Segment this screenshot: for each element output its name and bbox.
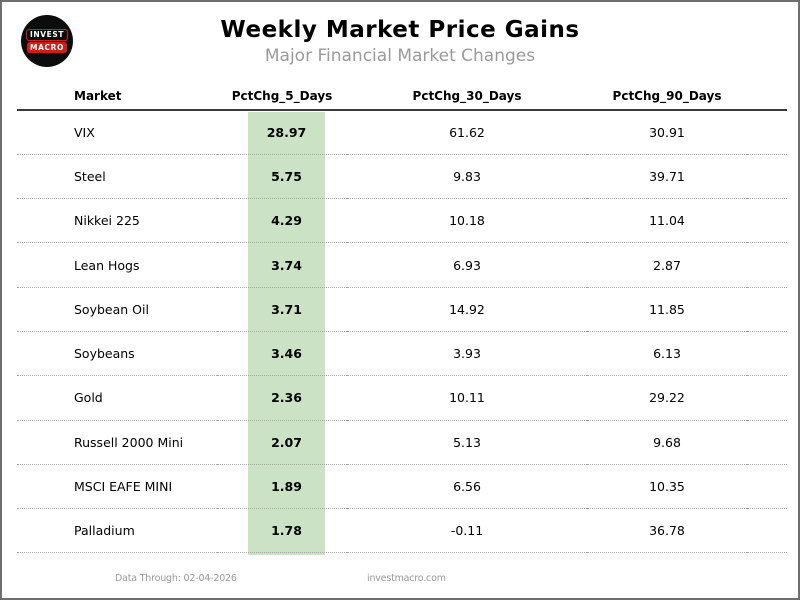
pctchg-90-days-cell: 9.68 [587, 420, 747, 465]
table-row: Russell 2000 Mini 2.07 5.13 9.68 [17, 420, 787, 465]
market-name-cell: Russell 2000 Mini [17, 420, 217, 465]
column-header-pctchg-30-days: PctChg_30_Days [347, 82, 587, 111]
table-row: Palladium 1.78 -0.11 36.78 [17, 508, 787, 554]
page-title: Weekly Market Price Gains [220, 17, 580, 43]
pctchg-90-days-cell: 36.78 [587, 508, 747, 554]
market-price-table: Market PctChg_5_Days PctChg_30_Days PctC… [17, 82, 787, 554]
market-name-cell: Gold [17, 375, 217, 421]
pctchg-90-days-cell: 11.04 [587, 198, 747, 244]
pctchg-5-days-cell: 28.97 [217, 110, 347, 155]
column-header-pctchg-5-days: PctChg_5_Days [217, 82, 347, 111]
pctchg-5-days-cell: 1.89 [217, 464, 347, 510]
market-name-cell: Soybeans [17, 331, 217, 377]
pctchg-30-days-cell: 3.93 [347, 331, 587, 377]
logo-invest-label: INVEST [25, 28, 69, 41]
pctchg-5-days-cell: 2.36 [217, 375, 347, 421]
pctchg-30-days-cell: 5.13 [347, 420, 587, 465]
pctchg-30-days-cell: 10.18 [347, 198, 587, 244]
pctchg-90-days-cell: 10.35 [587, 464, 747, 510]
investmacro-logo-icon: INVEST MACRO [21, 15, 73, 67]
table-row: MSCI EAFE MINI 1.89 6.56 10.35 [17, 464, 787, 510]
data-through-label: Data Through: 02-04-2026 [115, 573, 237, 584]
pctchg-90-days-cell: 30.91 [587, 110, 747, 155]
market-name-cell: VIX [17, 110, 217, 155]
table-row: Soybeans 3.46 3.93 6.13 [17, 331, 787, 377]
logo-macro-label: MACRO [26, 42, 68, 54]
pctchg-30-days-cell: 14.92 [347, 287, 587, 332]
pctchg-30-days-cell: 6.93 [347, 242, 587, 288]
pctchg-90-days-cell: 29.22 [587, 375, 747, 421]
pctchg-90-days-cell: 39.71 [587, 154, 747, 200]
table-row: VIX 28.97 61.62 30.91 [17, 110, 787, 155]
table-row: Gold 2.36 10.11 29.22 [17, 375, 787, 421]
market-name-cell: Lean Hogs [17, 242, 217, 288]
pctchg-5-days-cell: 1.78 [217, 508, 347, 554]
pctchg-30-days-cell: 61.62 [347, 110, 587, 155]
market-name-cell: Soybean Oil [17, 287, 217, 332]
pctchg-5-days-cell: 3.46 [217, 331, 347, 377]
page-subtitle: Major Financial Market Changes [264, 46, 536, 66]
market-name-cell: Nikkei 225 [17, 198, 217, 244]
site-label: investmacro.com [367, 573, 446, 584]
pctchg-5-days-cell: 3.71 [217, 287, 347, 332]
table-header-row: Market PctChg_5_Days PctChg_30_Days PctC… [17, 82, 787, 111]
pctchg-30-days-cell: -0.11 [347, 508, 587, 554]
pctchg-5-days-cell: 2.07 [217, 420, 347, 465]
pctchg-5-days-cell: 3.74 [217, 242, 347, 288]
column-header-market: Market [17, 82, 217, 111]
table-row: Soybean Oil 3.71 14.92 11.85 [17, 287, 787, 332]
pctchg-90-days-cell: 6.13 [587, 331, 747, 377]
market-name-cell: Steel [17, 154, 217, 200]
pctchg-5-days-cell: 5.75 [217, 154, 347, 200]
pctchg-90-days-cell: 11.85 [587, 287, 747, 332]
table-row: Nikkei 225 4.29 10.18 11.04 [17, 198, 787, 244]
pctchg-90-days-cell: 2.87 [587, 242, 747, 288]
pctchg-30-days-cell: 9.83 [347, 154, 587, 200]
pctchg-30-days-cell: 6.56 [347, 464, 587, 510]
table-row: Steel 5.75 9.83 39.71 [17, 154, 787, 200]
market-name-cell: Palladium [17, 508, 217, 554]
column-header-pctchg-90-days: PctChg_90_Days [587, 82, 747, 111]
pctchg-5-days-cell: 4.29 [217, 198, 347, 244]
table-row: Lean Hogs 3.74 6.93 2.87 [17, 242, 787, 288]
pctchg-30-days-cell: 10.11 [347, 375, 587, 421]
market-name-cell: MSCI EAFE MINI [17, 464, 217, 510]
